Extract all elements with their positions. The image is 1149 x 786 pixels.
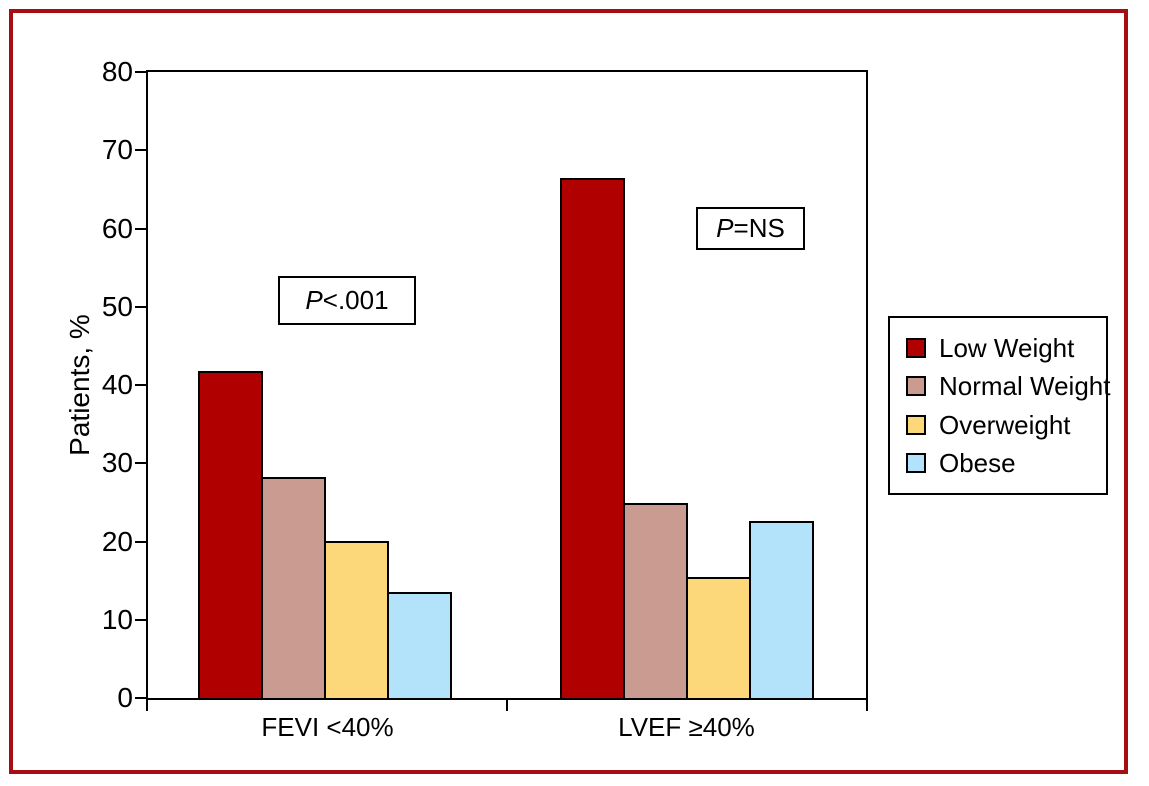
y-tick-label-80: 80 — [101, 56, 133, 87]
x-category-label-fevi: FEVI <40% — [261, 712, 394, 742]
bar-obese-lvef-40- — [749, 521, 814, 698]
y-tick-10 — [135, 618, 146, 621]
pvalue-box-right: P =NS — [696, 207, 805, 250]
legend-swatch-obese — [906, 452, 926, 473]
y-tick-50 — [135, 305, 146, 308]
pvalue-italic-p: P — [305, 285, 323, 315]
y-axis-title: Patients, % — [64, 314, 95, 456]
y-tick-60 — [135, 227, 146, 230]
pvalue-text: <.001 — [322, 285, 389, 315]
bar-overweight-fevi-40- — [324, 541, 389, 698]
y-tick-label-0: 0 — [117, 682, 133, 713]
pvalue-box-left: P <.001 — [278, 276, 416, 325]
y-tick-20 — [135, 540, 146, 543]
x-tick-right — [866, 700, 868, 711]
y-tick-0 — [135, 697, 146, 699]
bar-group-fevi-40- — [198, 371, 452, 698]
legend-item-overweight: Overweight — [906, 411, 1102, 439]
legend-swatch-low-weight — [906, 338, 926, 359]
y-tick-label-60: 60 — [101, 212, 133, 244]
legend-box: Low Weight Normal Weight Overweight Obese — [888, 316, 1110, 495]
bar-normal-weight-fevi-40- — [261, 477, 326, 698]
legend-label-obese: Obese — [939, 447, 1016, 478]
bar-normal-weight-lvef-40- — [623, 503, 688, 698]
bar-obese-fevi-40- — [387, 592, 452, 698]
legend-label-normal-weight: Normal Weight — [939, 371, 1111, 402]
y-tick-label-40: 40 — [101, 369, 133, 400]
legend-label-low-weight: Low Weight — [939, 333, 1075, 364]
y-tick-70 — [135, 149, 146, 152]
legend-item-normal-weight: Normal Weight — [906, 372, 1110, 400]
y-tick-label-30: 30 — [101, 447, 133, 479]
bar-low-weight-fevi-40- — [198, 371, 263, 698]
legend-item-obese: Obese — [906, 449, 1102, 477]
legend-swatch-overweight — [906, 414, 926, 435]
figure-frame: Patients, % P <.001 P =NS FEVI <40% LVEF ≥… — [9, 9, 1128, 774]
legend-label-overweight: Overweight — [939, 409, 1071, 440]
y-tick-30 — [135, 462, 146, 465]
legend-item-low-weight: Low Weight — [906, 334, 1102, 362]
x-tick-left — [146, 700, 148, 711]
bar-low-weight-lvef-40- — [560, 178, 625, 698]
y-tick-40 — [135, 384, 146, 386]
bar-group-lvef-40- — [560, 178, 814, 698]
y-tick-label-70: 70 — [101, 134, 133, 166]
x-tick-middle — [506, 700, 508, 711]
y-tick-label-20: 20 — [101, 525, 133, 557]
y-tick-label-10: 10 — [101, 603, 133, 635]
pvalue-text: =NS — [733, 213, 785, 243]
y-tick-80 — [135, 71, 146, 73]
x-category-label-lvef: LVEF ≥40% — [618, 712, 755, 742]
bar-overweight-lvef-40- — [686, 577, 751, 698]
legend-swatch-normal-weight — [906, 376, 926, 397]
pvalue-italic-p: P — [716, 213, 734, 243]
plot-area: P <.001 P =NS FEVI <40% LVEF ≥40% 0 10 20 30 4… — [102, 57, 868, 742]
y-tick-label-50: 50 — [101, 290, 133, 322]
